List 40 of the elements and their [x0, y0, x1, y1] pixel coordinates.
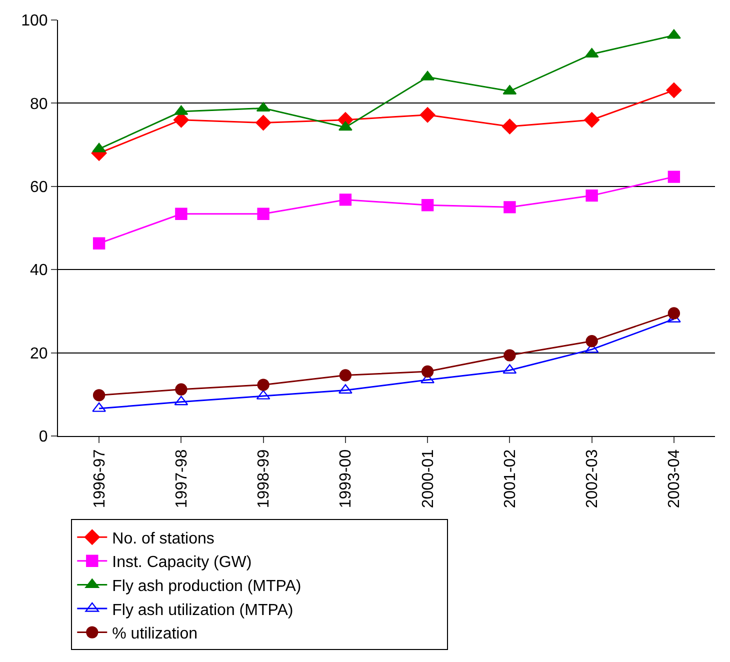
x-tick-label: 2000-01: [420, 449, 437, 508]
y-tick-label: 80: [30, 96, 48, 113]
point: [420, 107, 436, 123]
point: [666, 82, 682, 98]
point: [504, 349, 516, 362]
legend-label: No. of stations: [112, 530, 214, 548]
y-tick-label: 40: [30, 262, 48, 280]
point: [175, 208, 188, 220]
point: [256, 115, 272, 130]
y-tick-label: 60: [30, 179, 48, 196]
point: [421, 365, 434, 378]
point: [92, 389, 106, 402]
y-tick-label: 20: [30, 345, 48, 362]
legend-label: Fly ash production (MTPA): [112, 578, 302, 595]
point: [668, 170, 680, 183]
point: [339, 369, 352, 382]
point: [421, 199, 434, 212]
legend-label: % utilization: [112, 626, 198, 643]
point: [504, 201, 516, 214]
x-tick-label: 1996-97: [91, 449, 108, 508]
x-tick-label: 2002-03: [584, 449, 602, 508]
point: [92, 237, 106, 250]
point: [586, 189, 598, 202]
point: [257, 378, 270, 391]
legend-label: Fly ash utilization (MTPA): [112, 602, 294, 619]
x-tick-label: 2003-04: [666, 449, 684, 508]
x-tick-label: 1998-99: [256, 449, 273, 508]
point: [586, 335, 598, 348]
legend-label: Inst. Capacity (GW): [112, 554, 252, 572]
x-tick-label: 2001-02: [502, 449, 519, 508]
x-tick-label: 1997-98: [173, 449, 190, 508]
point: [339, 194, 352, 206]
point: [502, 118, 518, 134]
y-tick-label: 100: [21, 12, 48, 30]
point: [257, 208, 270, 220]
point: [584, 112, 600, 128]
y-tick-label: 0: [38, 428, 48, 446]
point: [175, 383, 188, 396]
point: [668, 307, 680, 320]
x-tick-label: 1999-00: [338, 449, 355, 508]
